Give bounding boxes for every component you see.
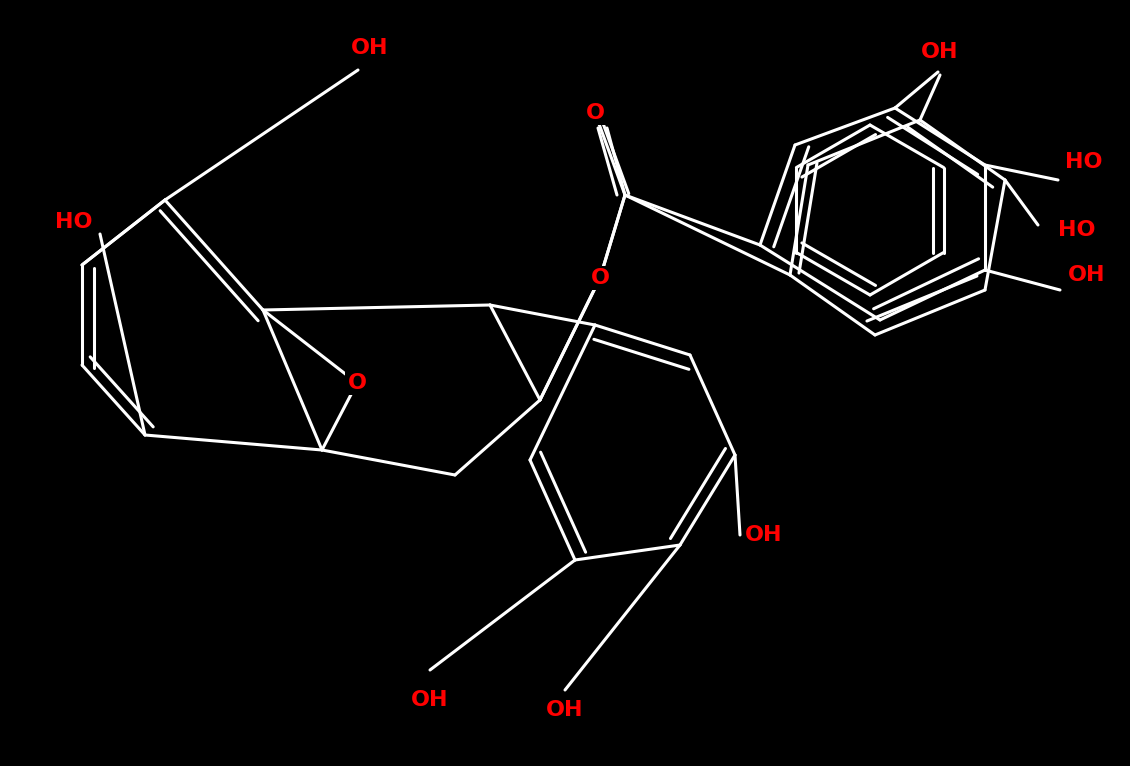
Text: O: O xyxy=(591,268,609,288)
Text: OH: OH xyxy=(921,42,958,62)
Text: HO: HO xyxy=(1064,152,1103,172)
Text: OH: OH xyxy=(1068,265,1105,285)
Text: HO: HO xyxy=(55,212,93,232)
Text: HO: HO xyxy=(1058,220,1095,240)
Text: OH: OH xyxy=(411,690,449,710)
Text: OH: OH xyxy=(921,42,958,62)
Text: O: O xyxy=(348,373,366,393)
Text: O: O xyxy=(591,268,609,288)
Text: OH: OH xyxy=(745,525,782,545)
Text: O: O xyxy=(585,103,605,123)
Text: OH: OH xyxy=(546,700,584,720)
Text: OH: OH xyxy=(351,38,389,58)
Text: O: O xyxy=(585,103,605,123)
Text: O: O xyxy=(348,373,366,393)
